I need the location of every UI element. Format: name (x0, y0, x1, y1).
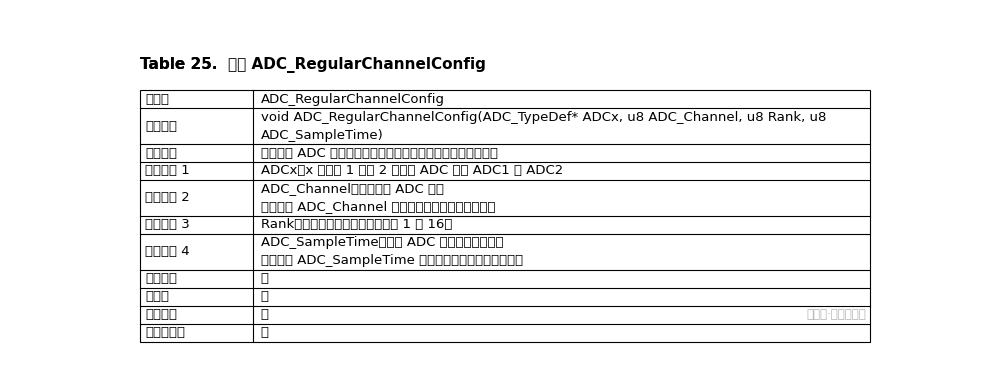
Text: 参阅章节 ADC_SampleTime 查阅更多该参数允许取值范围: 参阅章节 ADC_SampleTime 查阅更多该参数允许取值范围 (261, 254, 523, 267)
Text: Table 25.  函数 ADC_RegularChannelConfig: Table 25. 函数 ADC_RegularChannelConfig (140, 57, 486, 73)
Text: 被调用函数: 被调用函数 (145, 326, 185, 339)
Text: 参阅章节 ADC_Channel 查阅更多该参数允许取值范围: 参阅章节 ADC_Channel 查阅更多该参数允许取值范围 (261, 200, 495, 214)
Text: 返回值: 返回值 (145, 290, 169, 303)
Text: ADC_Channel：被设置的 ADC 通道: ADC_Channel：被设置的 ADC 通道 (261, 182, 443, 195)
Text: 函数原形: 函数原形 (145, 119, 177, 133)
Text: 无: 无 (261, 272, 269, 285)
Text: ADC_SampleTime): ADC_SampleTime) (261, 128, 383, 142)
Text: ADC_SampleTime：指定 ADC 通道的采样时间值: ADC_SampleTime：指定 ADC 通道的采样时间值 (261, 237, 503, 249)
Text: 输入参数 4: 输入参数 4 (145, 245, 190, 258)
Text: 无: 无 (261, 308, 269, 321)
Text: 输入参数 1: 输入参数 1 (145, 165, 190, 177)
Text: 公众号·硬件攻城狮: 公众号·硬件攻城狮 (806, 308, 866, 321)
Text: ADC_RegularChannelConfig: ADC_RegularChannelConfig (261, 93, 444, 105)
Text: 设置指定 ADC 的规则组通道，设置它们的转化顺序和采样时间: 设置指定 ADC 的规则组通道，设置它们的转化顺序和采样时间 (261, 147, 497, 159)
Text: 输出参数: 输出参数 (145, 272, 177, 285)
Text: 功能描述: 功能描述 (145, 147, 177, 159)
Text: 函数名: 函数名 (145, 93, 169, 105)
Text: void ADC_RegularChannelConfig(ADC_TypeDef* ADCx, u8 ADC_Channel, u8 Rank, u8: void ADC_RegularChannelConfig(ADC_TypeDe… (261, 110, 826, 124)
Text: 先决条件: 先决条件 (145, 308, 177, 321)
Text: 无: 无 (261, 290, 269, 303)
Text: ADCx：x 可以是 1 或者 2 来选择 ADC 外设 ADC1 或 ADC2: ADCx：x 可以是 1 或者 2 来选择 ADC 外设 ADC1 或 ADC2 (261, 165, 562, 177)
Text: Table 25.: Table 25. (140, 57, 218, 72)
Text: Rank：规则组采样顺序。取值范围 1 到 16。: Rank：规则组采样顺序。取值范围 1 到 16。 (261, 218, 452, 231)
Text: 输入参数 2: 输入参数 2 (145, 191, 190, 205)
Bar (140, 90, 870, 342)
Text: 输入参数 3: 输入参数 3 (145, 218, 190, 231)
Text: 无: 无 (261, 326, 269, 339)
